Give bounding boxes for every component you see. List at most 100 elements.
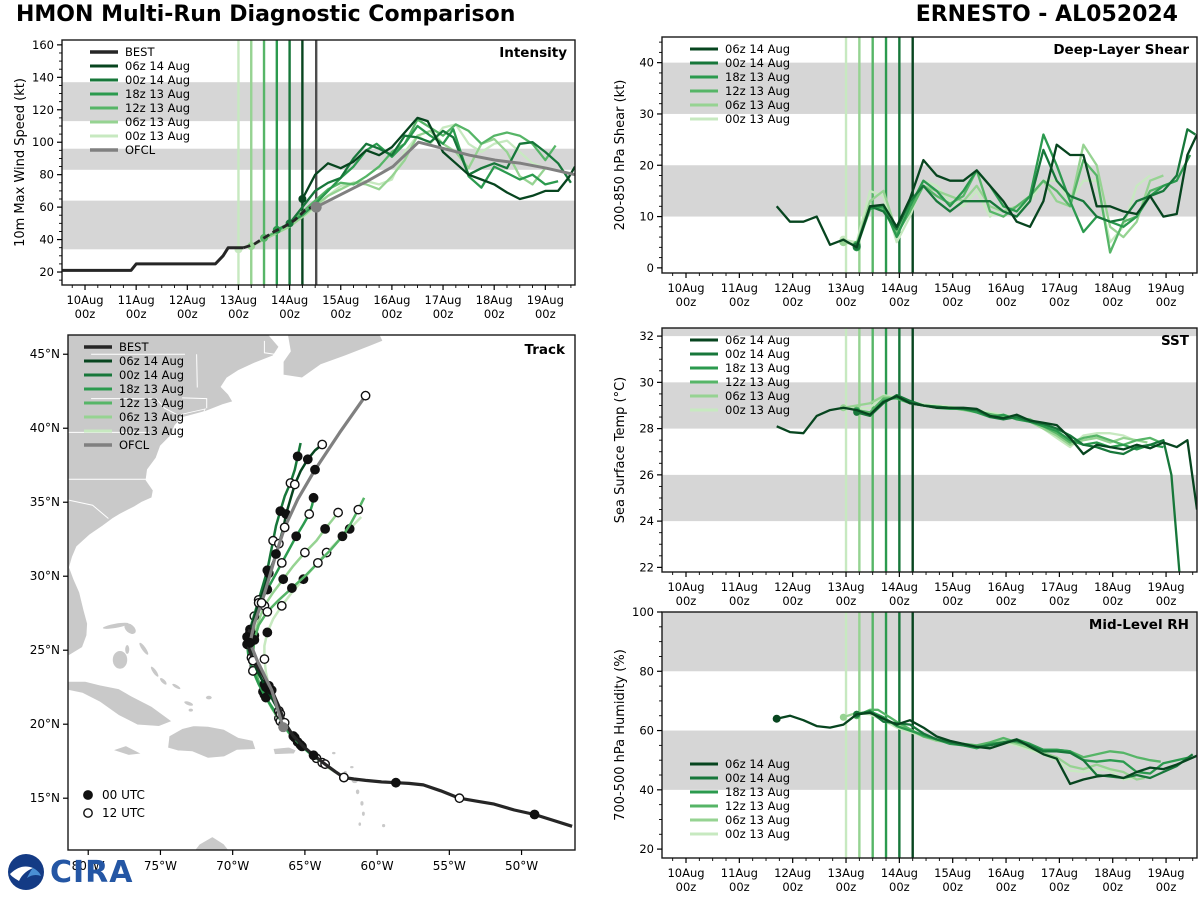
- noaa-cira-logo: CIRA: [6, 852, 134, 892]
- track-best: [245, 628, 573, 828]
- legend-label: 00z 14 Aug: [119, 368, 184, 382]
- island: [205, 695, 212, 700]
- island: [150, 666, 159, 677]
- legend-label: OFCL: [119, 438, 150, 452]
- x-tick-hour: 00z: [889, 880, 910, 894]
- y-tick: 26: [639, 468, 654, 482]
- map-y-tick: 40°N: [30, 421, 60, 435]
- x-tick-hour: 00z: [782, 880, 803, 894]
- legend-label: 06z 13 Aug: [725, 389, 790, 403]
- legend-label: 00z 13 Aug: [725, 112, 790, 126]
- x-tick-hour: 00z: [782, 295, 803, 309]
- x-tick-date: 11Aug: [721, 580, 758, 594]
- x-tick-date: 16Aug: [987, 866, 1024, 880]
- x-tick-hour: 00z: [729, 594, 750, 608]
- map-x-tick: 75°W: [144, 859, 177, 873]
- legend-label: 12z 13 Aug: [725, 375, 790, 389]
- x-tick-date: 12Aug: [169, 293, 206, 307]
- intensity-panel: 10Aug00z11Aug00z12Aug00z13Aug00z14Aug00z…: [13, 38, 576, 321]
- x-tick-date: 15Aug: [322, 293, 359, 307]
- position-marker-12utc: [276, 558, 287, 568]
- intensity-title: Intensity: [499, 45, 567, 61]
- shear-panel: 10Aug00z11Aug00z12Aug00z13Aug00z14Aug00z…: [613, 36, 1198, 309]
- x-tick-date: 14Aug: [271, 293, 308, 307]
- position-marker-12utc: [299, 547, 310, 558]
- position-marker-00utc: [308, 492, 319, 503]
- x-tick-hour: 00z: [279, 307, 300, 321]
- x-tick-hour: 00z: [1156, 880, 1177, 894]
- track-r0: [248, 443, 323, 728]
- intensity-series-r3: [263, 118, 557, 239]
- intensity-series-r0: [301, 116, 575, 201]
- position-marker-00utc: [310, 464, 320, 475]
- x-tick-date: 17Aug: [1041, 281, 1078, 295]
- shear-series-r3: [855, 158, 1178, 254]
- y-tick: 100: [32, 135, 54, 149]
- map-x-tick: 50°W: [505, 859, 538, 873]
- sst-frame: [661, 327, 1198, 573]
- x-tick-date: 18Aug: [1094, 580, 1131, 594]
- x-tick-hour: 00z: [126, 307, 147, 321]
- legend-label: 06z 13 Aug: [119, 410, 184, 424]
- track-start-dot: [278, 722, 289, 733]
- intensity-init-lines: [237, 40, 318, 285]
- legend-label: 06z 13 Aug: [725, 813, 790, 827]
- legend-label: 06z 13 Aug: [725, 98, 790, 112]
- x-tick-hour: 00z: [782, 594, 803, 608]
- track-map-panel: 80°W 75°W 70°W 65°W 60°W 55°W 50°W 15°N 20°N 25°N…: [30, 334, 576, 873]
- legend-label: 12z 13 Aug: [725, 84, 790, 98]
- cira-logo-text: CIRA: [50, 854, 134, 890]
- y-tick: 40: [639, 56, 654, 70]
- x-tick-date: 14Aug: [881, 281, 918, 295]
- x-tick-date: 13Aug: [827, 281, 864, 295]
- storm-title: ERNESTO - AL052024: [915, 2, 1178, 27]
- x-tick-date: 11Aug: [118, 293, 155, 307]
- legend-label: 06z 14 Aug: [725, 757, 790, 771]
- landmass: [68, 335, 280, 657]
- legend-label: 00z 13 Aug: [119, 424, 184, 438]
- island: [102, 622, 129, 629]
- x-tick-date: 19Aug: [1148, 866, 1185, 880]
- y-tick: 30: [639, 375, 654, 389]
- x-tick-hour: 00z: [996, 594, 1017, 608]
- x-tick-hour: 00z: [228, 307, 249, 321]
- position-marker-12utc: [454, 793, 465, 804]
- x-tick-hour: 00z: [1049, 880, 1070, 894]
- state-border: [263, 340, 275, 355]
- island: [332, 751, 336, 755]
- position-marker-12utc: [333, 507, 344, 518]
- x-tick-hour: 00z: [1102, 594, 1123, 608]
- position-marker-12utc: [276, 600, 287, 611]
- y-tick: 32: [639, 329, 654, 343]
- landmass: [194, 836, 230, 850]
- position-marker-00utc: [320, 523, 331, 534]
- x-tick-hour: 00z: [889, 594, 910, 608]
- y-tick: 120: [32, 103, 54, 117]
- y-tick: 160: [32, 38, 54, 52]
- position-marker-12utc: [83, 808, 93, 818]
- map-y-tick: 30°N: [30, 569, 60, 583]
- x-tick-hour: 00z: [330, 307, 351, 321]
- intensity-frame: [61, 39, 576, 286]
- legend-label: 18z 13 Aug: [125, 87, 190, 101]
- x-tick-date: 15Aug: [934, 281, 971, 295]
- x-tick-hour: 00z: [1049, 295, 1070, 309]
- island: [350, 765, 354, 769]
- position-marker-12utc: [304, 509, 315, 519]
- shear-series-r0: [775, 134, 1197, 249]
- x-tick-date: 10Aug: [667, 580, 704, 594]
- legend-label: 00z 14 Aug: [125, 73, 190, 87]
- rh-series: [772, 708, 1197, 786]
- landmass: [282, 335, 384, 379]
- x-tick-date: 10Aug: [667, 281, 704, 295]
- position-marker-00utc: [292, 451, 303, 462]
- x-tick-date: 19Aug: [1148, 281, 1185, 295]
- y-tick: 22: [639, 560, 654, 574]
- legend-label: 12z 13 Aug: [125, 101, 190, 115]
- rh-ylabel: 700-500 hPa Humidity (%): [613, 649, 628, 821]
- state-border: [196, 354, 198, 388]
- position-marker-12utc: [353, 504, 364, 515]
